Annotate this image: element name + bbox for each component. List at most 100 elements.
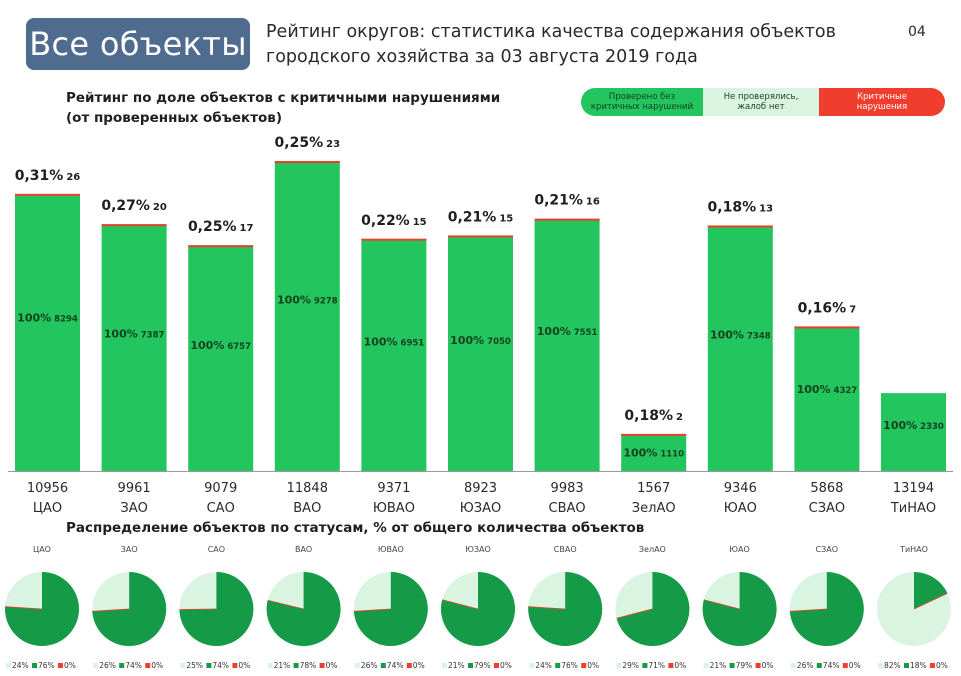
pie-7-checked — [616, 572, 690, 646]
bar-category-8: ЮАО — [724, 501, 757, 516]
bar-1 — [101, 224, 167, 471]
legend-unchecked-label-2: жалоб нет — [737, 102, 785, 112]
bar-checked-label-5: 100% 7050 — [450, 334, 511, 347]
pie-10-critical-edge — [913, 592, 948, 610]
pie-1-legend-unchecked: 26% — [99, 661, 116, 670]
pie-title-2: САО — [208, 545, 225, 554]
bar-checked-label-7: 100% 1110 — [623, 446, 684, 459]
bar-checked-label-9: 100% 4327 — [797, 383, 858, 396]
pie-4-legend-swatch-unchecked — [354, 663, 360, 668]
legend-critical-label-2: нарушения — [856, 102, 908, 112]
pie-2-legend-swatch-checked — [206, 663, 212, 668]
bar-total-6: 9983 — [551, 481, 584, 496]
pie-4-legend-critical: 0% — [413, 661, 425, 670]
page-title-line-1: Рейтинг округов: статистика качества сод… — [266, 22, 836, 42]
bar-category-5: ЮЗАО — [460, 501, 502, 516]
legend-checked: Проверено без критичных нарушений — [581, 88, 703, 116]
pie-1-legend-swatch-critical — [145, 663, 151, 668]
bar-total-3: 11848 — [287, 481, 328, 496]
bar-0 — [15, 193, 80, 471]
pie-3-critical-edge — [267, 599, 304, 610]
bar-critical-count-4: 15 — [413, 217, 427, 228]
legend-critical-label-1: Критичные — [857, 92, 907, 102]
pie-0-checked — [5, 572, 79, 646]
pie-title-9: СЗАО — [816, 545, 838, 554]
bar-total-4: 9371 — [377, 481, 410, 496]
pie-title-8: ЮАО — [729, 545, 749, 554]
bar-checked-label-10: 100% 2330 — [883, 419, 944, 432]
pie-9-legend-checked: 74% — [823, 661, 840, 670]
pie-5-critical-edge — [442, 599, 479, 610]
pie-3-legend-swatch-unchecked — [267, 663, 273, 668]
page-title-line-2: городского хозяйства за 03 августа 2019 … — [266, 47, 698, 67]
bar-total-8: 9346 — [724, 481, 757, 496]
pie-9-critical-edge — [789, 608, 827, 612]
bar-checked-count-3: 9278 — [314, 297, 338, 307]
pie-title-7: ЗелАО — [639, 545, 666, 554]
pie-5-legend-swatch-checked — [468, 663, 473, 668]
pie-1-critical-edge — [92, 608, 130, 612]
pie-3-legend-unchecked: 21% — [274, 661, 291, 670]
pie-4-legend-unchecked: 26% — [361, 661, 378, 670]
pie-10-legend-swatch-unchecked — [878, 663, 883, 668]
page-number: 04 — [908, 24, 926, 40]
pie-3-legend-checked: 78% — [300, 661, 317, 670]
bar-total-2: 9079 — [204, 481, 237, 496]
bar-critical-percent-3: 0,25% — [275, 135, 324, 151]
pie-2-legend-checked: 74% — [212, 661, 229, 670]
bar-checked-percent-9: 100% — [797, 383, 831, 396]
bar-critical-count-8: 13 — [759, 203, 773, 214]
bar-category-7: ЗелАО — [632, 501, 676, 516]
pie-7-legend-swatch-checked — [642, 663, 648, 668]
bar-critical-cap-3 — [274, 161, 340, 163]
pie-6-critical-edge — [528, 606, 566, 610]
bar-category-3: ВАО — [293, 501, 321, 516]
bar-checked-percent-7: 100% — [623, 446, 657, 459]
bar-category-1: ЗАО — [120, 501, 147, 516]
bar-critical-percent-2: 0,25% — [188, 219, 237, 235]
pie-title-3: ВАО — [295, 545, 312, 554]
pie-1-legend-critical: 0% — [151, 661, 163, 670]
pie-2-legend-swatch-critical — [232, 663, 238, 668]
bar-checked-label-6: 100% 7551 — [537, 325, 598, 338]
pie-9-checked — [789, 572, 864, 647]
bar-critical-label-6: 0,21% 16 — [534, 193, 600, 209]
pie-6-legend-swatch-checked — [555, 663, 561, 668]
pie-8-legend-unchecked: 21% — [710, 661, 727, 670]
bar-critical-label-1: 0,27% 20 — [101, 198, 167, 214]
pie-8-legend-swatch-unchecked — [703, 663, 709, 668]
bar-critical-cap-7 — [621, 433, 687, 436]
pie-6-legend-swatch-critical — [581, 663, 587, 668]
all-objects-badge: Все объекты — [26, 18, 250, 70]
pie-0-legend-unchecked: 24% — [12, 661, 29, 670]
bar-checked-count-1: 7387 — [141, 331, 165, 341]
pie-8-legend-checked: 79% — [736, 661, 753, 670]
pie-3-legend-critical: 0% — [326, 661, 338, 670]
pie-0-legend-critical: 0% — [64, 661, 76, 670]
bar-critical-percent-1: 0,27% — [101, 198, 150, 214]
legend-unchecked-label-1: Не проверялись, — [723, 92, 799, 102]
legend-checked-label-2: критичных нарушений — [590, 102, 694, 112]
pie-1-legend-checked: 74% — [125, 661, 142, 670]
pie-7-legend-unchecked: 29% — [622, 661, 639, 670]
pie-5-legend-swatch-unchecked — [442, 663, 447, 668]
bar-critical-count-2: 17 — [240, 223, 254, 234]
bar-total-10: 13194 — [893, 481, 934, 496]
pie-7-legend-checked: 71% — [648, 661, 665, 670]
bar-total-9: 5868 — [810, 481, 843, 496]
bar-critical-count-3: 23 — [326, 139, 340, 150]
pie-7-legend-swatch-unchecked — [616, 663, 622, 668]
bar-7 — [621, 433, 687, 471]
pie-10-legend-checked: 18% — [910, 661, 927, 670]
pie-0-legend-swatch-checked — [32, 663, 37, 668]
bar-checked-count-5: 7050 — [487, 337, 511, 347]
bar-8 — [707, 225, 773, 471]
bar-checked-percent-10: 100% — [883, 419, 917, 432]
pie-10-legend-critical: 0% — [936, 661, 948, 670]
bar-checked-label-2: 100% 6757 — [190, 339, 251, 352]
bar-critical-percent-0: 0,31% — [15, 168, 64, 184]
bar-2 — [188, 245, 254, 471]
pie-1-checked — [92, 572, 167, 647]
